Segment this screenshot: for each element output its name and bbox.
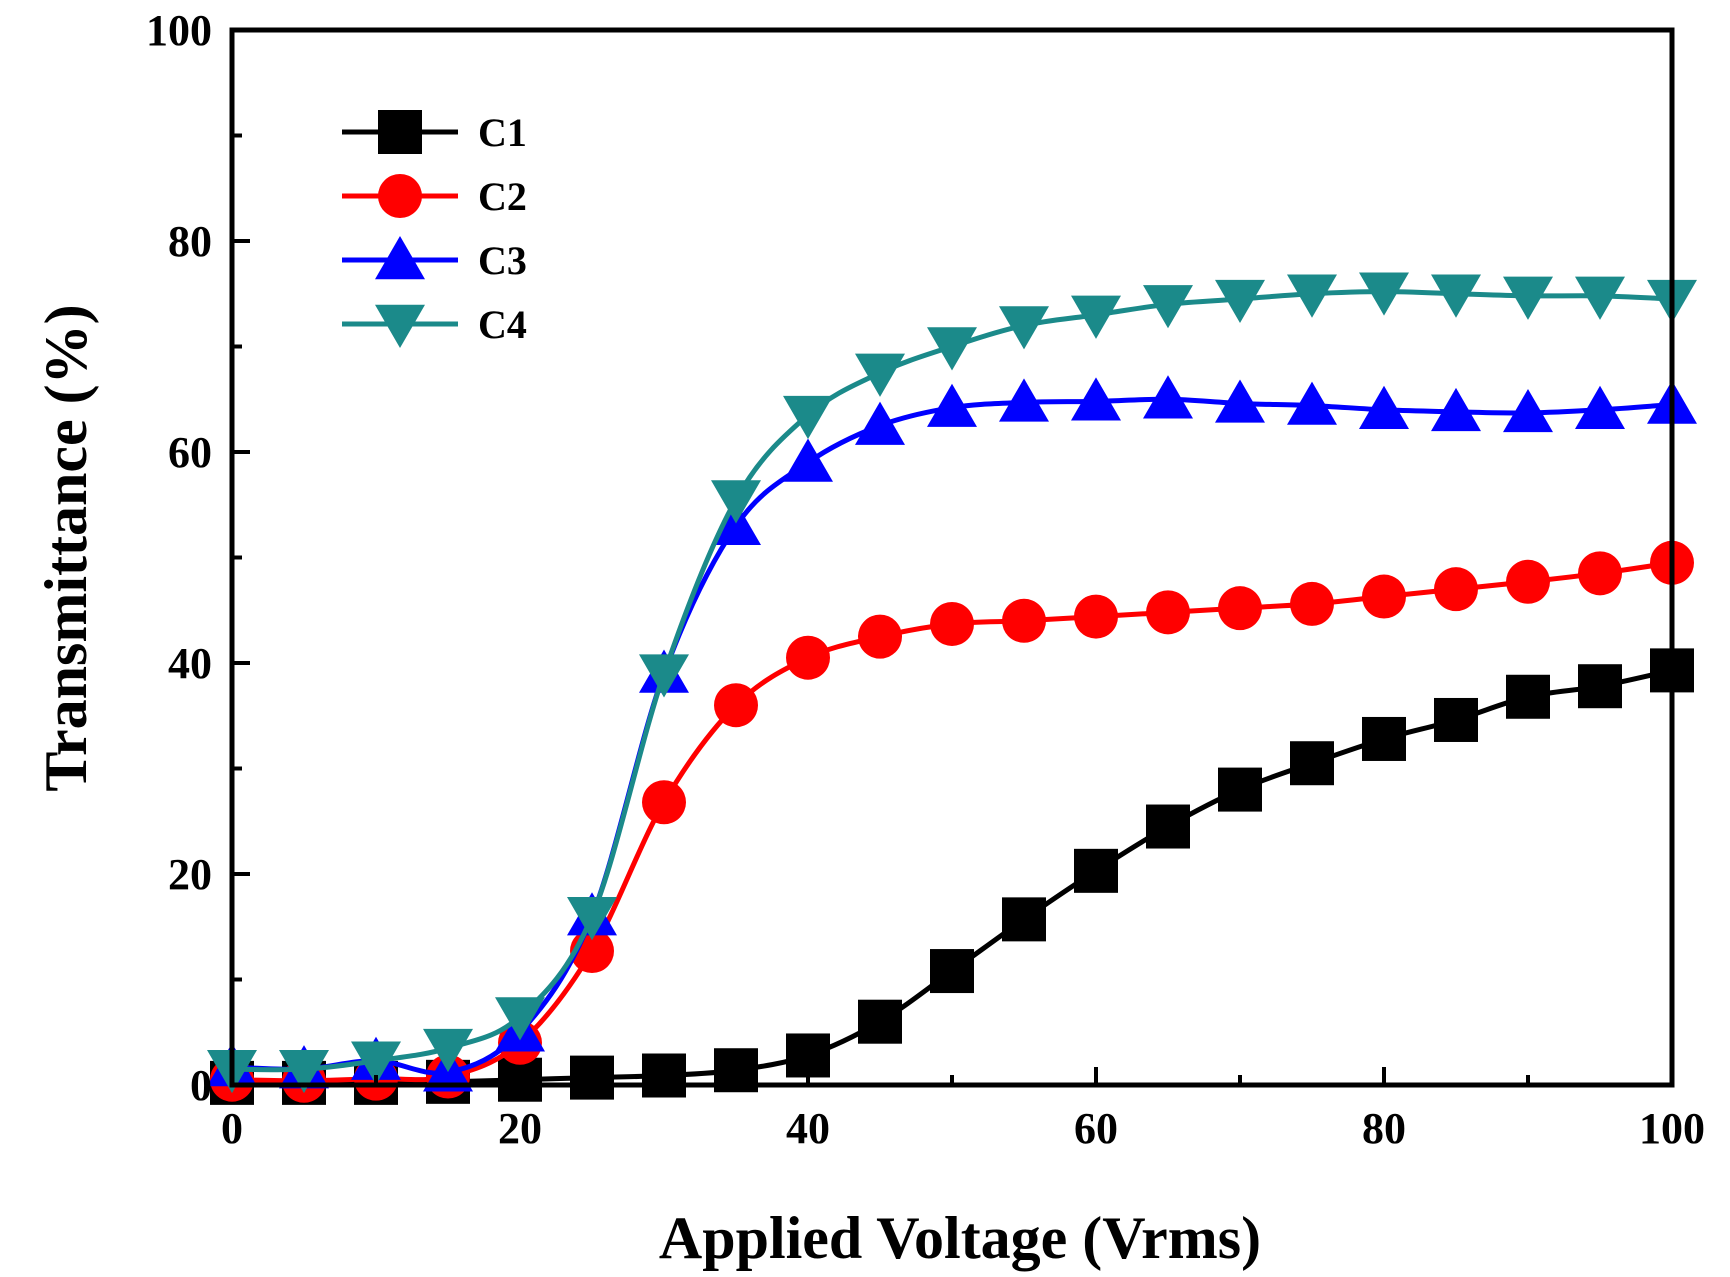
legend-label: C3 xyxy=(478,238,527,283)
data-point-c1 xyxy=(1074,848,1118,893)
data-point-c3 xyxy=(1431,387,1481,432)
x-tick-label: 60 xyxy=(1074,1104,1118,1153)
data-point-c4 xyxy=(1431,274,1481,318)
legend-marker xyxy=(378,110,422,154)
legend-entry-c4: C4 xyxy=(342,302,527,348)
data-point-c1 xyxy=(1146,804,1190,849)
ticks-layer xyxy=(230,28,1674,1087)
x-tick-label: 40 xyxy=(786,1104,830,1153)
legend-entry-c3: C3 xyxy=(342,236,527,283)
legend-label: C2 xyxy=(478,174,527,219)
data-point-c4 xyxy=(711,480,761,524)
data-point-c1 xyxy=(1506,674,1550,719)
data-point-c2 xyxy=(1146,590,1190,635)
data-point-c1 xyxy=(1362,716,1406,761)
y-tick-label: 80 xyxy=(168,217,212,266)
data-point-c2 xyxy=(858,614,902,659)
data-point-c4 xyxy=(1215,279,1265,324)
labels-layer: 0 20 40 60 80 100 0 20 40 60 80 100 xyxy=(146,6,1705,1153)
data-point-c1 xyxy=(1218,767,1262,812)
legend-marker xyxy=(375,304,425,348)
data-point-c3 xyxy=(927,383,977,427)
series-c4 xyxy=(207,272,1697,1094)
y-tick-label: 40 xyxy=(168,639,212,688)
data-point-c3 xyxy=(855,401,905,445)
data-point-c4 xyxy=(1575,276,1625,320)
y-tick-label: 100 xyxy=(146,6,212,55)
data-point-c1 xyxy=(930,949,974,994)
data-point-c3 xyxy=(1215,379,1265,423)
data-point-c2 xyxy=(1074,594,1118,639)
data-point-c2 xyxy=(930,601,974,646)
data-point-c3 xyxy=(999,378,1049,422)
data-point-c2 xyxy=(1578,551,1622,596)
data-point-c3 xyxy=(1359,385,1409,429)
data-point-c3 xyxy=(1071,377,1121,421)
data-point-c1 xyxy=(570,1055,614,1100)
y-tick-label: 20 xyxy=(168,850,212,899)
y-tick-label: 60 xyxy=(168,428,212,477)
legend-entry-c1: C1 xyxy=(342,110,527,155)
y-axis-title: Transmittance (%) xyxy=(33,304,99,791)
series-c3 xyxy=(207,375,1697,1092)
data-point-c4 xyxy=(1143,285,1193,329)
legend-entry-c2: C2 xyxy=(342,174,527,219)
data-point-c4 xyxy=(999,306,1049,350)
data-point-c3 xyxy=(783,438,833,482)
data-point-c4 xyxy=(351,1041,401,1085)
x-tick-label: 0 xyxy=(221,1104,243,1153)
data-point-c2 xyxy=(1506,559,1550,604)
data-point-c4 xyxy=(495,997,545,1041)
data-point-c4 xyxy=(1359,272,1409,316)
data-point-c2 xyxy=(1002,598,1046,643)
data-point-c4 xyxy=(1287,274,1337,318)
data-point-c1 xyxy=(1002,897,1046,942)
data-point-c3 xyxy=(1503,388,1553,433)
data-point-c4 xyxy=(855,353,905,397)
legend: C1 C2 C3 C4 xyxy=(342,110,527,348)
data-point-c4 xyxy=(1071,295,1121,339)
data-point-c4 xyxy=(1503,276,1553,320)
data-point-c4 xyxy=(423,1028,473,1073)
series-line-c2 xyxy=(231,560,1673,1084)
legend-label: C1 xyxy=(478,110,527,155)
legend-label: C4 xyxy=(478,302,527,347)
data-point-c1 xyxy=(1434,697,1478,742)
data-point-c4 xyxy=(783,395,833,440)
data-point-c2 xyxy=(1218,586,1262,631)
data-point-c3 xyxy=(1575,385,1625,429)
series-line-c3 xyxy=(231,396,1673,1076)
data-point-c4 xyxy=(927,327,977,371)
data-point-c1 xyxy=(858,999,902,1044)
data-point-c2 xyxy=(642,780,686,825)
data-point-c2 xyxy=(1362,574,1406,619)
plot-frame xyxy=(229,27,1675,1088)
data-point-c3 xyxy=(1143,375,1193,419)
x-axis-title: Applied Voltage (Vrms) xyxy=(659,1205,1261,1271)
data-point-c2 xyxy=(1290,581,1334,626)
y-tick-label: 0 xyxy=(190,1061,212,1110)
data-point-c2 xyxy=(1434,567,1478,612)
series-c2 xyxy=(210,540,1694,1103)
x-tick-label: 80 xyxy=(1362,1104,1406,1153)
data-point-c2 xyxy=(786,635,830,680)
legend-marker xyxy=(378,174,422,218)
data-point-c4 xyxy=(279,1049,329,1094)
series-layer xyxy=(207,272,1697,1105)
data-point-c4 xyxy=(567,897,617,941)
data-point-c3 xyxy=(1287,381,1337,425)
legend-marker xyxy=(375,236,425,280)
data-point-c4 xyxy=(639,654,689,698)
data-point-c2 xyxy=(714,683,758,728)
data-point-c1 xyxy=(1290,741,1334,786)
x-tick-label: 20 xyxy=(498,1104,542,1153)
data-point-c1 xyxy=(1578,664,1622,709)
x-tick-label: 100 xyxy=(1639,1104,1705,1153)
